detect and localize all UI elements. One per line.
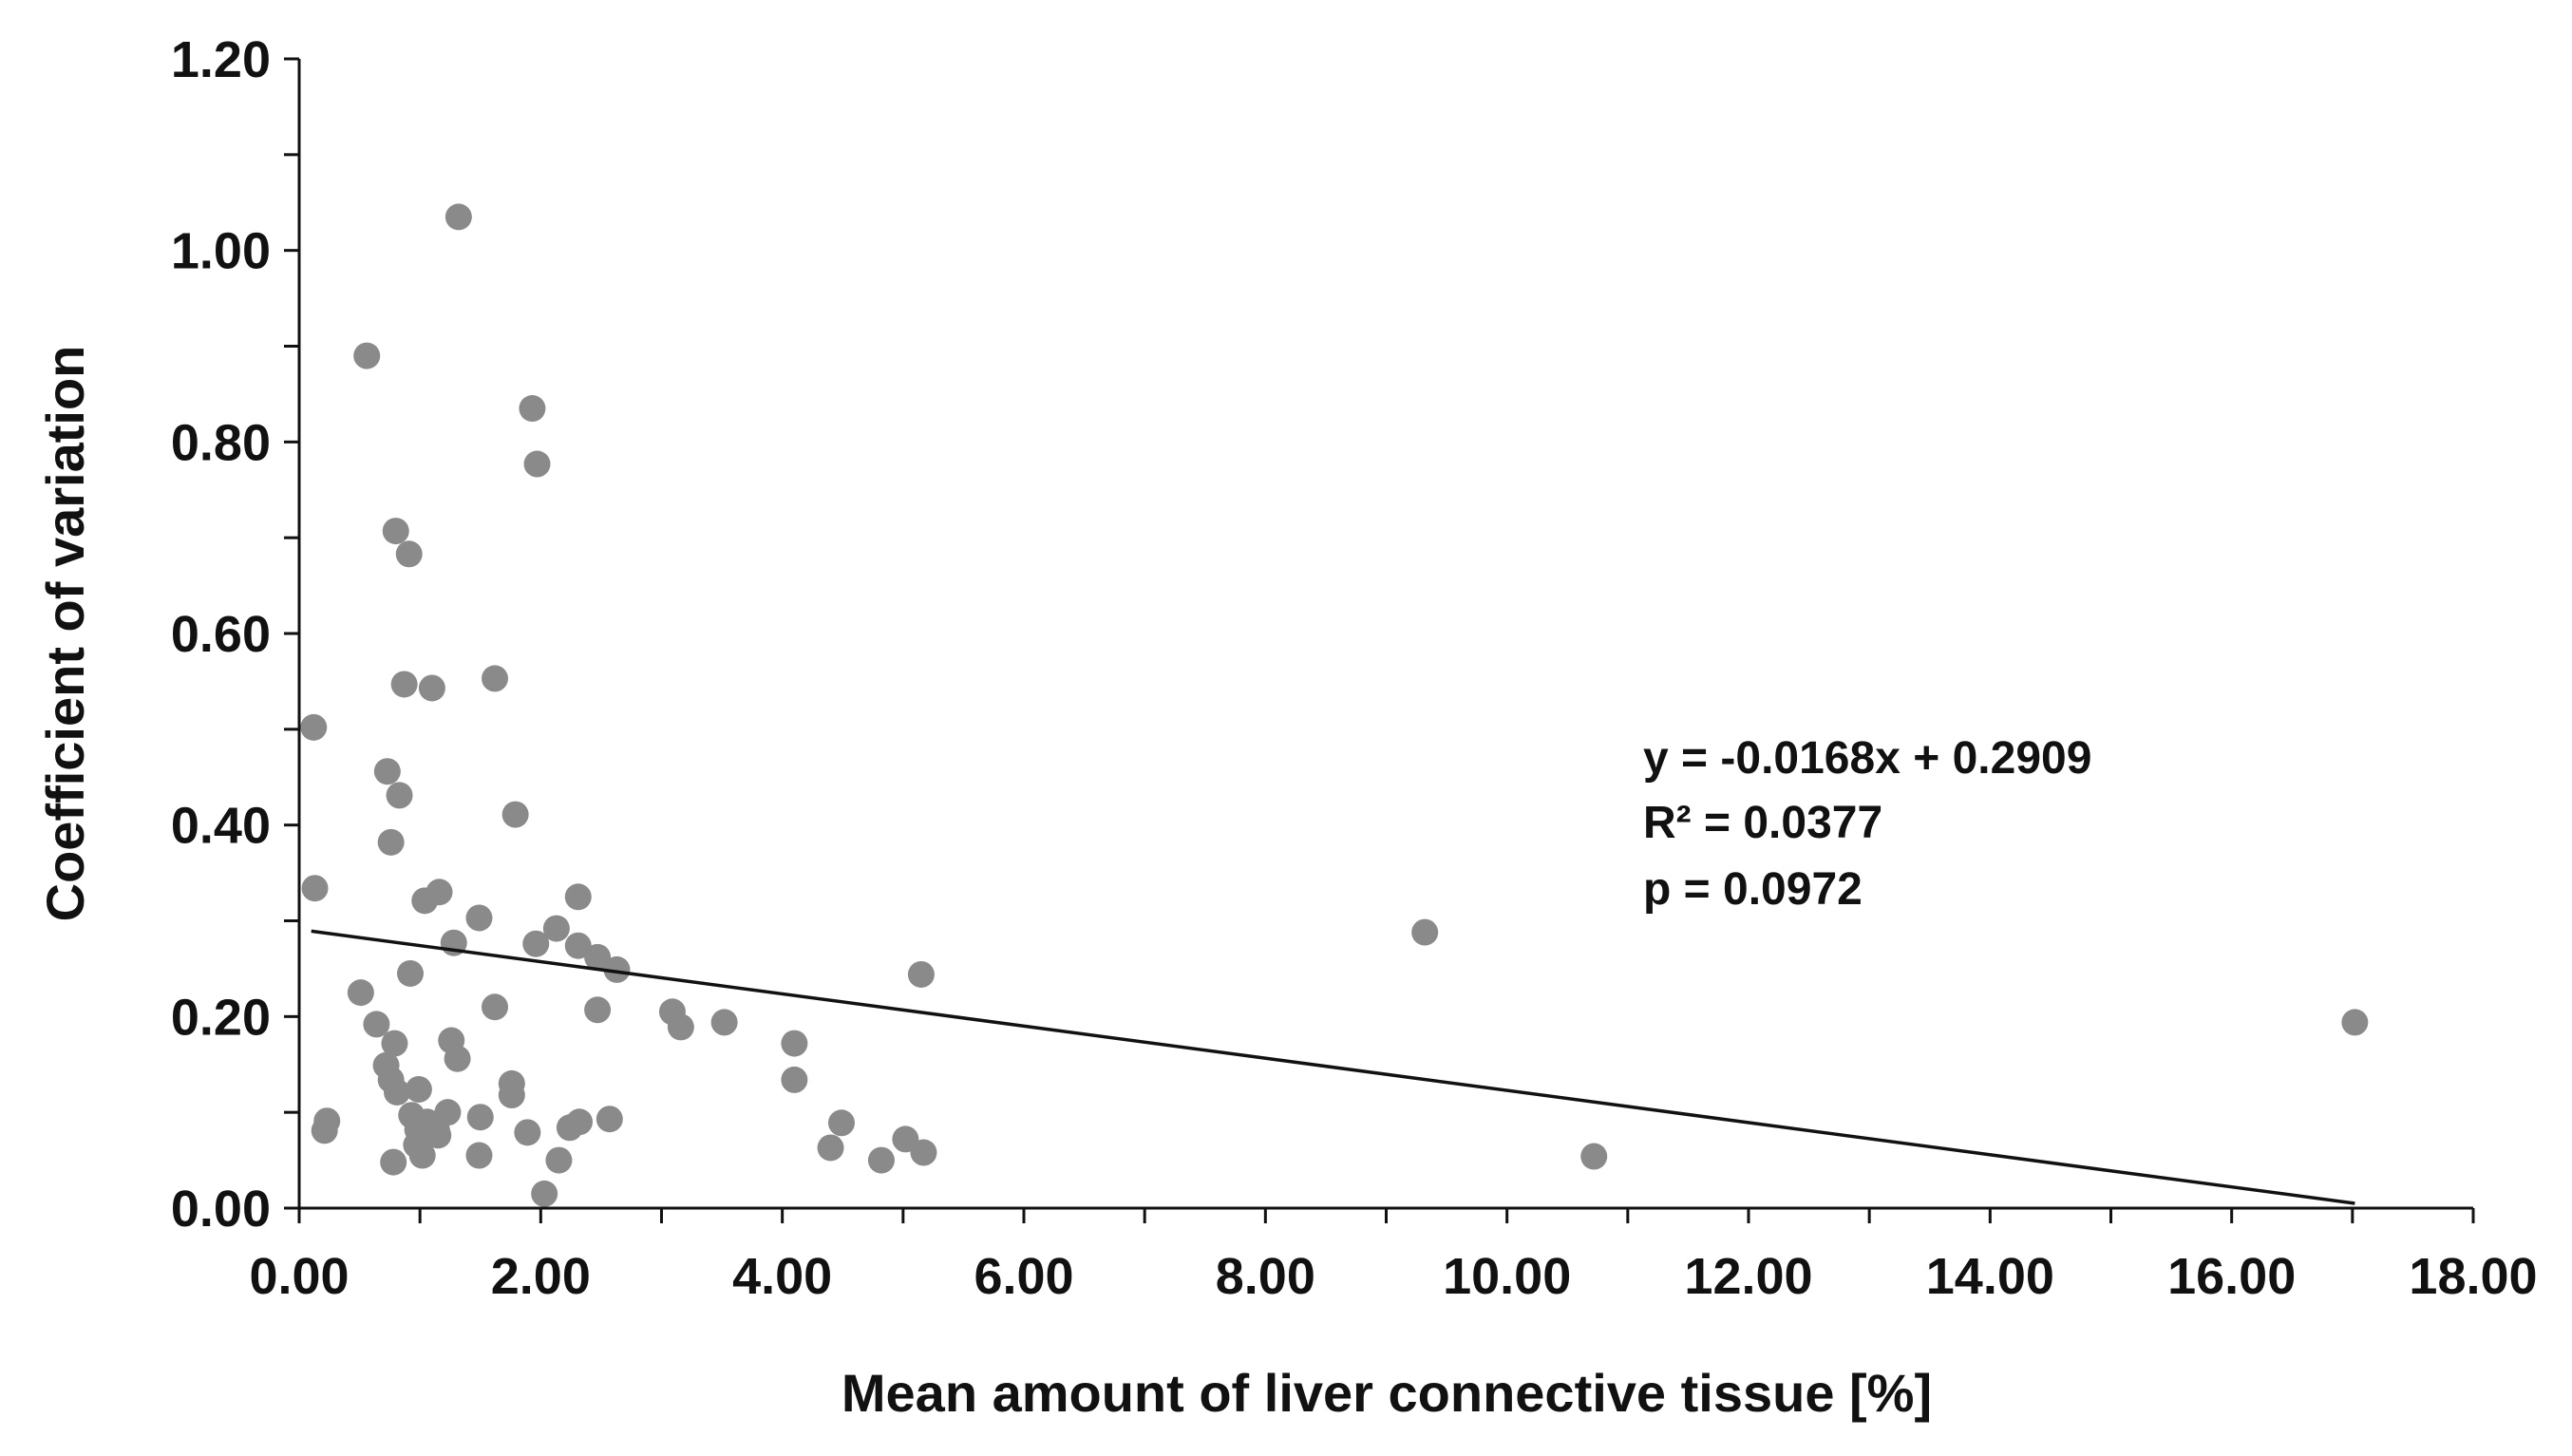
data-point-6	[395, 540, 423, 568]
x-tick-label-1: 2.00	[491, 1248, 591, 1305]
data-point-47	[498, 1082, 525, 1109]
x-tick-label-4: 8.00	[1216, 1248, 1315, 1305]
data-point-4	[523, 450, 551, 478]
x-tick-label-8: 16.00	[2167, 1248, 2296, 1305]
data-point-44	[781, 1066, 808, 1093]
x-tick-label-0: 0.00	[249, 1248, 349, 1305]
data-point-24	[584, 943, 612, 971]
trend-line	[311, 929, 2355, 1205]
y-tick-label-1: 0.20	[171, 989, 271, 1046]
data-point-33	[667, 1013, 694, 1041]
data-point-25	[603, 955, 631, 983]
data-point-22	[522, 930, 550, 957]
data-point-9	[418, 674, 445, 702]
data-point-50	[466, 1104, 494, 1131]
data-point-62	[892, 1125, 919, 1153]
data-point-12	[386, 782, 413, 809]
data-point-54	[556, 1114, 583, 1142]
data-point-26	[396, 959, 424, 987]
x-tick-label-2: 4.00	[732, 1248, 832, 1305]
data-point-18	[564, 883, 592, 911]
y-tick-label-4: 0.80	[171, 414, 271, 471]
data-point-37	[381, 1030, 408, 1057]
x-tick-label-9: 18.00	[2409, 1248, 2537, 1305]
data-point-67	[408, 1142, 436, 1169]
data-point-17	[411, 887, 439, 915]
data-point-13	[501, 801, 529, 828]
data-point-2	[353, 342, 381, 369]
data-point-10	[300, 713, 328, 741]
data-point-15	[301, 875, 329, 902]
data-point-23	[564, 932, 592, 959]
data-point-20	[542, 915, 570, 942]
data-point-51	[596, 1106, 623, 1133]
data-point-59	[311, 1117, 338, 1144]
regression-equation: y = -0.0168x + 0.2909	[1643, 733, 2091, 784]
data-point-36	[2341, 1009, 2369, 1036]
data-point-35	[363, 1011, 390, 1038]
data-point-5	[382, 518, 409, 545]
data-point-34	[710, 1009, 738, 1036]
x-tick-label-5: 10.00	[1443, 1248, 1571, 1305]
data-point-8	[390, 671, 418, 698]
y-tick-label-2: 0.40	[171, 798, 271, 855]
data-point-69	[545, 1146, 573, 1174]
data-point-29	[347, 979, 374, 1007]
data-point-70	[867, 1146, 895, 1174]
data-point-57	[827, 1109, 855, 1137]
x-axis-title: Mean amount of liver connective tissue […	[842, 1363, 1932, 1423]
data-point-61	[425, 1122, 452, 1149]
data-point-27	[907, 960, 935, 988]
data-point-19	[465, 904, 493, 932]
data-point-31	[584, 996, 612, 1024]
data-point-7	[482, 665, 509, 692]
data-point-65	[910, 1139, 937, 1166]
data-point-39	[781, 1030, 808, 1057]
data-point-40	[444, 1045, 471, 1072]
x-tick-label-7: 14.00	[1926, 1248, 2054, 1305]
x-tick-label-3: 6.00	[974, 1248, 1073, 1305]
data-points	[300, 203, 2369, 1207]
y-tick-label-0: 0.00	[171, 1181, 271, 1238]
axis-ticks: 0.00 2.00 4.00 6.00 8.00 10.00 12.00 14.00 16.00…	[171, 31, 2538, 1305]
data-point-14	[377, 828, 405, 856]
y-tick-label-3: 0.60	[171, 606, 271, 663]
p-value-label: p = 0.0972	[1643, 864, 1863, 915]
data-point-71	[380, 1148, 407, 1176]
data-point-66	[465, 1142, 493, 1169]
data-point-72	[531, 1180, 558, 1207]
data-point-60	[514, 1119, 541, 1146]
data-point-28	[1411, 918, 1439, 946]
data-point-46	[405, 1075, 432, 1103]
r-squared-label: R² = 0.0377	[1643, 798, 1882, 848]
x-tick-label-6: 12.00	[1684, 1248, 1812, 1305]
data-point-64	[817, 1134, 844, 1162]
data-point-3	[519, 395, 546, 423]
y-axis-title: Coefficient of variation	[35, 346, 95, 922]
data-point-1	[444, 203, 472, 231]
data-point-11	[373, 758, 401, 785]
data-point-45	[384, 1078, 411, 1106]
data-point-68	[1580, 1143, 1608, 1170]
y-tick-label-6: 1.20	[171, 31, 271, 88]
data-point-30	[482, 993, 509, 1021]
y-tick-label-5: 1.00	[171, 223, 271, 280]
